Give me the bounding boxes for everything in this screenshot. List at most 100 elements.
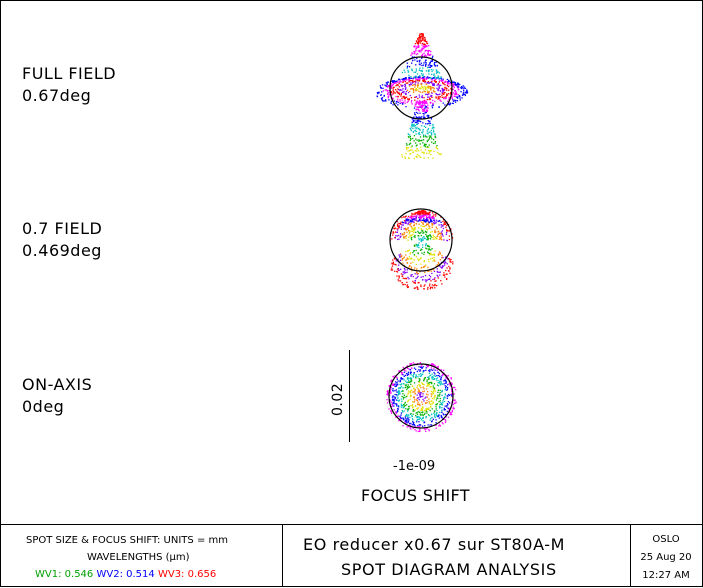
- spot-point: [437, 391, 439, 393]
- spot-point: [439, 391, 441, 394]
- spot-point: [429, 403, 432, 405]
- spot-point: [429, 97, 431, 99]
- spot-point: [391, 80, 393, 83]
- spot-point: [447, 384, 449, 386]
- spot-point: [428, 214, 431, 216]
- spot-point: [417, 50, 419, 52]
- spot-point: [393, 409, 395, 411]
- spot-point: [413, 51, 416, 53]
- spot-point: [407, 276, 409, 279]
- spot-point: [430, 135, 432, 137]
- spot-point: [440, 224, 442, 226]
- spot-point: [416, 76, 418, 78]
- spot-point: [403, 403, 406, 405]
- spot-point: [437, 220, 439, 222]
- spot-point: [454, 399, 456, 401]
- spot-point: [401, 71, 404, 74]
- spot-point: [404, 216, 406, 218]
- spot-point: [443, 83, 445, 85]
- spot-point: [417, 133, 420, 135]
- spot-point: [449, 260, 451, 262]
- spot-point: [413, 123, 415, 125]
- spot-point: [401, 78, 403, 80]
- spot-point: [413, 421, 415, 424]
- spot-point: [414, 105, 416, 107]
- spot-point: [428, 252, 430, 255]
- spot-point: [421, 382, 423, 384]
- spot-point: [400, 93, 402, 96]
- spot-point: [449, 261, 451, 263]
- spot-point: [436, 264, 438, 266]
- spot-point: [381, 91, 383, 93]
- spot-point: [455, 96, 458, 98]
- scale-bar: [349, 350, 350, 442]
- spot-point: [412, 119, 414, 121]
- spot-point: [441, 80, 443, 83]
- spot-point: [413, 245, 416, 247]
- spot-point: [409, 80, 411, 82]
- spot-point: [445, 261, 447, 264]
- spot-point: [403, 410, 405, 412]
- spot-point: [439, 407, 441, 409]
- spot-point: [406, 101, 408, 103]
- spot-point: [446, 403, 449, 405]
- spot-point: [414, 212, 416, 214]
- spot-point: [399, 81, 401, 83]
- spot-point: [425, 46, 427, 48]
- spot-point: [416, 119, 418, 122]
- spot-point: [426, 136, 428, 138]
- spot-point: [452, 92, 454, 94]
- spot-point: [410, 215, 412, 217]
- spot-point: [410, 225, 412, 227]
- spot-point: [411, 145, 413, 147]
- footer-units-cell: SPOT SIZE & FOCUS SHIFT: UNITS = mm WAVE…: [0, 525, 283, 587]
- spot-point: [392, 404, 394, 406]
- spot-point: [400, 386, 403, 388]
- spot-point: [435, 72, 438, 74]
- spot-point: [457, 83, 459, 85]
- spot-point: [401, 378, 403, 380]
- spot-point: [444, 276, 446, 278]
- spot-point: [397, 98, 399, 100]
- spot-point: [398, 406, 400, 408]
- spot-point: [423, 266, 425, 268]
- spot-point: [419, 411, 421, 413]
- spot-point: [393, 225, 395, 227]
- spot-point: [443, 397, 445, 399]
- spot-point: [434, 80, 436, 82]
- spot-point: [411, 217, 413, 219]
- spot-point: [444, 382, 447, 384]
- spot-point: [418, 41, 420, 43]
- spot-point: [393, 384, 396, 386]
- spot-point: [445, 377, 447, 379]
- spot-point: [424, 86, 426, 88]
- spot-point: [432, 212, 434, 214]
- spot-point: [414, 227, 416, 229]
- spot-point: [403, 96, 405, 98]
- spot-on-axis: [386, 362, 457, 433]
- spot-point: [432, 84, 435, 86]
- spot-point: [418, 116, 420, 118]
- spot-point: [432, 157, 434, 159]
- spot-point: [428, 222, 430, 224]
- spot-point: [411, 121, 413, 123]
- spot-point: [422, 246, 424, 248]
- spot-point: [420, 51, 422, 53]
- spot-point: [441, 88, 443, 90]
- spot-point: [416, 148, 419, 150]
- spot-point: [423, 218, 425, 220]
- field-axis-angle: 0deg: [22, 397, 65, 416]
- spot-point: [414, 83, 416, 85]
- spot-point: [434, 222, 437, 224]
- spot-point: [420, 221, 423, 223]
- spot-point: [399, 259, 402, 261]
- spot-point: [421, 74, 423, 77]
- spot-point: [435, 61, 437, 63]
- spot-point: [435, 406, 437, 408]
- spot-point: [434, 100, 436, 103]
- spot-point: [415, 368, 417, 370]
- spot-point: [418, 96, 421, 98]
- spot-point: [398, 234, 400, 237]
- spot-point: [426, 410, 428, 413]
- spot-point: [410, 83, 412, 86]
